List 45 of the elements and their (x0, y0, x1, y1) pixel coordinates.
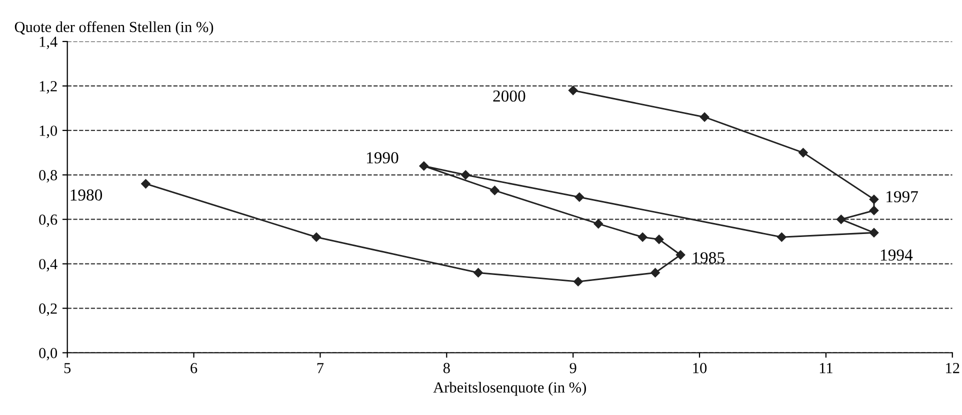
x-tick-label: 11 (820, 362, 832, 374)
point (654, 234, 664, 244)
point (638, 232, 648, 242)
y-tick-label: 0,2 (39, 303, 57, 316)
point (141, 179, 150, 188)
x-axis-title: Arbeitslosenquote (in %) (433, 382, 586, 396)
point (574, 192, 584, 202)
y-tick-label: 0,0 (39, 348, 58, 360)
point (869, 206, 879, 216)
y-tick-label: 0,8 (39, 170, 58, 183)
point (594, 219, 603, 228)
y-tick-label: 1,2 (40, 81, 57, 94)
annotation: 1997 (886, 191, 918, 202)
point (460, 170, 470, 180)
y-tick-label: 0,4 (39, 258, 58, 272)
x-tick-label: 5 (64, 363, 71, 374)
x-tick-label: 10 (693, 362, 707, 374)
annotation: 1994 (881, 249, 913, 261)
annotation: 2000 (493, 90, 526, 102)
point (490, 186, 500, 196)
x-tick-label: 8 (443, 362, 450, 374)
y-tick-label: 1,0 (40, 126, 58, 138)
point (676, 250, 686, 260)
point (474, 268, 483, 278)
point (574, 276, 583, 286)
y-tick-label: 0,6 (39, 214, 58, 228)
point (798, 148, 808, 158)
point (419, 161, 429, 171)
x-tick-label: 7 (317, 363, 324, 374)
point (650, 268, 660, 278)
point (568, 86, 578, 96)
annotation: 1980 (70, 189, 102, 201)
point (700, 112, 710, 122)
y-tick-label: 1,4 (40, 36, 58, 50)
point (869, 194, 879, 204)
y-axis-title: Quote der offenen Stellen (in %) (14, 21, 214, 36)
x-tick-label: 9 (570, 362, 576, 374)
x-tick-label: 6 (190, 362, 198, 374)
point (836, 214, 846, 224)
annotation: 1985 (693, 252, 724, 264)
point (312, 232, 322, 242)
annotation: 1990 (367, 152, 398, 164)
point (777, 232, 786, 242)
point (869, 228, 879, 238)
x-tick-label: 12 (946, 362, 960, 374)
